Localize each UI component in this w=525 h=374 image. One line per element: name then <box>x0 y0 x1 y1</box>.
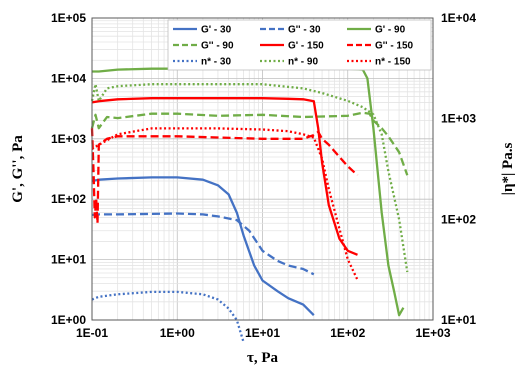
y-tick-label: 1E+04 <box>51 71 86 85</box>
legend-label-n-90: n* - 90 <box>288 57 318 68</box>
y-axis-title: G', G'', Pa <box>10 135 26 203</box>
legend-label-n-150: n* - 150 <box>375 57 411 68</box>
tick-labels: 1E-01 1E+00 1E+01 1E+02 1E+031E+001E+011E+02… <box>51 11 476 340</box>
legend-label-g-30: G'' - 30 <box>288 25 321 36</box>
x-tick-label: 1E+01 <box>245 326 280 340</box>
y-tick-label: 1E+03 <box>51 132 86 146</box>
legend-label-g-150: G'' - 150 <box>375 41 414 52</box>
y2-tick-label: 1E+01 <box>441 313 476 327</box>
plot-frame <box>91 17 434 321</box>
x-tick-label: 1E+02 <box>330 326 365 340</box>
legend-label-g-90: G'' - 90 <box>201 41 234 52</box>
series-line-g-90 <box>90 111 409 176</box>
y-tick-label: 1E+02 <box>51 192 86 206</box>
x-tick-label: 1E+00 <box>160 326 195 340</box>
series-line-n-90 <box>90 83 409 273</box>
legend-box <box>167 19 432 71</box>
legend-label-g-30: G' - 30 <box>201 25 232 36</box>
y2-tick-label: 1E+03 <box>441 112 476 126</box>
legend-label-n-30: n* - 30 <box>201 57 231 68</box>
legend: G' - 30 G'' - 30 G' - 90 G'' - 90 G' - 150 G'… <box>167 19 432 71</box>
series-line-g-30 <box>91 176 315 317</box>
x-tick-label: 1E-01 <box>76 326 108 340</box>
legend-label-g-90: G' - 90 <box>375 25 406 36</box>
y-tick-label: 1E+00 <box>51 313 86 327</box>
y2-tick-label: 1E+04 <box>441 11 476 25</box>
series-line-n-30 <box>91 290 245 343</box>
series-line-g-150 <box>90 128 359 225</box>
y2-axis-title: |η*| Pa.s <box>500 143 516 196</box>
series-line-g-150 <box>91 97 358 256</box>
series-line-n-150 <box>91 127 359 281</box>
series-line-g-30 <box>91 212 315 276</box>
x-tick-label: 1E+03 <box>415 326 450 340</box>
x-axis-title: τ, Pa <box>247 350 279 366</box>
y-tick-label: 1E+05 <box>51 11 86 25</box>
y-tick-label: 1E+01 <box>51 253 86 267</box>
legend-label-g-150: G' - 150 <box>288 41 324 52</box>
y2-tick-label: 1E+02 <box>441 212 476 226</box>
